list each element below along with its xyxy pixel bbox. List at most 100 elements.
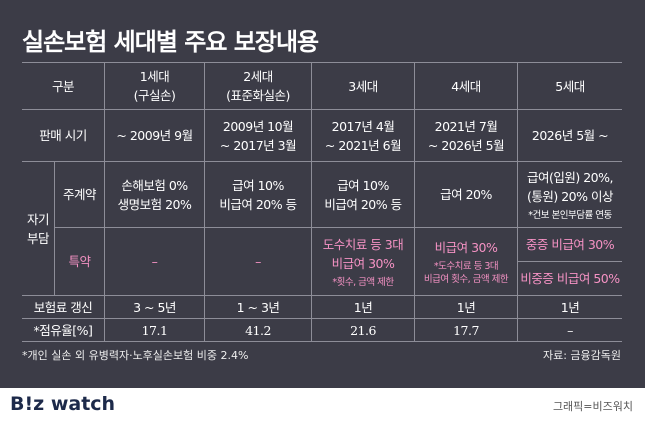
cell-text: *점유율[%] [33, 322, 93, 338]
cell-text: 1년 [456, 299, 476, 315]
cell-text: 2021년 7월 [434, 118, 498, 134]
note-text: 비급여 횟수, 금액 제한 [423, 273, 509, 285]
cell-text: 급여 10% [337, 177, 389, 193]
table-cell: 2021년 7월 ~ 2026년 5월 [415, 110, 518, 162]
table-cell: 주계약 [55, 162, 105, 228]
table-cell: 손해보험 0% 생명보험 20% [105, 162, 205, 228]
note-text: *횟수, 금액 제한 [332, 276, 394, 288]
table-cell: 1년 [518, 296, 622, 319]
table-cell: 2026년 5월 ~ [518, 110, 622, 162]
cell-text: ~ 2017년 3월 [219, 137, 297, 153]
table-cell: 41.2 [205, 319, 312, 342]
cell-text: 자기 [26, 211, 50, 227]
cell-text: 5세대 [555, 78, 585, 94]
cell-text: 비급여 20% 등 [219, 196, 297, 212]
cell-text: – [151, 254, 158, 269]
cell-note: *건보 본인부담률 연동 [528, 209, 612, 222]
cell-text: 구분 [51, 78, 75, 94]
cell-text: 1년 [353, 299, 373, 315]
title: 실손보험 세대별 주요 보장내용 [22, 28, 319, 56]
credit: 그래픽=비즈워치 [552, 400, 633, 413]
cell-text: 비급여 30% [331, 255, 395, 271]
table-cell: 구분 [22, 63, 105, 110]
cell-text: 손해보험 0% [121, 177, 188, 193]
cell-text: 비급여 30% [434, 239, 498, 255]
cell-text: ~ 2009년 9월 [116, 128, 193, 143]
cell-text: 급여(입원) 20%, [527, 169, 613, 185]
table-cell: 급여 10% 비급여 20% 등 [205, 162, 312, 228]
table-cell: 비급여 30% *도수치료 등 3대 비급여 횟수, 금액 제한 [415, 228, 518, 296]
table-cell: 급여(입원) 20%, (통원) 20% 이상 *건보 본인부담률 연동 [518, 162, 622, 228]
table-cell: – [105, 228, 205, 296]
cell-text: 비급여 20% 등 [324, 196, 402, 212]
cell-text: 2026년 5월 ~ [531, 128, 609, 143]
table-cell: 1 ~ 3년 [205, 296, 312, 319]
footnote: *개인 실손 외 유병력자·노후실손보험 비중 2.4% [22, 349, 249, 362]
cell-text: 주계약 [62, 187, 97, 202]
table-cell: 특약 [55, 228, 105, 296]
cell-text: 특약 [68, 254, 91, 269]
table-cell: 2세대 (표준화실손) [205, 63, 312, 110]
cell-text: 2세대 [243, 69, 273, 84]
footer-strip: B!z watch 그래픽=비즈워치 [0, 388, 645, 421]
table-cell: 17.7 [415, 319, 518, 342]
cell-text: (통원) 20% 이상 [527, 188, 613, 204]
table-cell: 판매 시기 [22, 110, 105, 162]
table-cell: 1세대 (구실손) [105, 63, 205, 110]
cell-note: *도수치료 등 3대 비급여 횟수, 금액 제한 [423, 260, 509, 286]
table-cell: 급여 10% 비급여 20% 등 [312, 162, 415, 228]
table-cell: 5세대 [518, 63, 622, 110]
cell-text: 3 ~ 5년 [133, 299, 176, 315]
cell-text: 보험료 갱신 [33, 299, 93, 315]
cell-text: 생명보험 20% [117, 196, 192, 212]
table-cell: 비중증 비급여 50% [518, 262, 622, 296]
cell-text: 도수치료 등 3대 [322, 236, 404, 252]
note-text: *도수치료 등 3대 [433, 260, 499, 272]
table-top-rule [22, 62, 622, 63]
table-cell: 21.6 [312, 319, 415, 342]
cell-text: 급여 20% [440, 187, 492, 202]
cell-text: 급여 10% [232, 177, 284, 193]
table-cell: 보험료 갱신 [22, 296, 105, 319]
table-cell: 4세대 [415, 63, 518, 110]
cell-text: 2009년 10월 [222, 118, 294, 134]
cell-note: *횟수, 금액 제한 [332, 276, 394, 289]
cell-text: – [567, 322, 573, 338]
cell-text: ~ 2026년 5월 [427, 137, 505, 153]
table-cell: 3세대 [312, 63, 415, 110]
cell-text: 판매 시기 [39, 128, 87, 143]
source: 자료: 금융감독원 [542, 349, 621, 362]
cell-text: 4세대 [451, 78, 481, 94]
cell-text: 41.2 [245, 322, 271, 338]
cell-text: – [255, 254, 261, 269]
note-text: *건보 본인부담률 연동 [528, 209, 612, 221]
table-cell: 17.1 [105, 319, 205, 342]
cell-text: 3세대 [348, 78, 378, 94]
table-cell: *점유율[%] [22, 319, 105, 342]
table-cell: 중증 비급여 30% [518, 228, 622, 262]
cell-text: 17.7 [453, 322, 479, 338]
cell-text: (구실손) [133, 88, 176, 103]
cell-text: (표준화실손) [226, 88, 290, 103]
table-cell: 1년 [312, 296, 415, 319]
logo: B!z watch [10, 393, 116, 415]
table-cell: – [205, 228, 312, 296]
cell-text: 1년 [560, 299, 580, 315]
table-cell: 급여 20% [415, 162, 518, 228]
cell-text: 1세대 [139, 69, 170, 84]
table-cell: 3 ~ 5년 [105, 296, 205, 319]
table-cell: ~ 2009년 9월 [105, 110, 205, 162]
cell-text: 부담 [26, 230, 50, 246]
cell-text: 1 ~ 3년 [236, 299, 280, 315]
table-cell: 1년 [415, 296, 518, 319]
cell-text: 비중증 비급여 50% [520, 271, 620, 286]
cell-text: 21.6 [350, 322, 376, 338]
cell-text: ~ 2021년 6월 [324, 137, 402, 153]
table-cell: – [518, 319, 622, 342]
cell-text: 17.1 [141, 322, 168, 338]
table-cell: 2009년 10월 ~ 2017년 3월 [205, 110, 312, 162]
cell-text: 중증 비급여 30% [525, 237, 615, 252]
